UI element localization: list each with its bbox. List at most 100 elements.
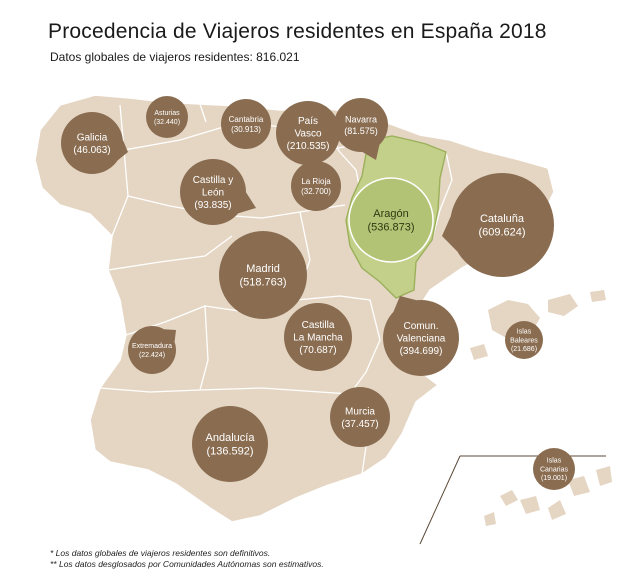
bubble-name-castilla-leon: León (202, 188, 224, 199)
bubble-la-rioja: La Rioja (32.700) (291, 161, 341, 211)
bubble-pointer-navarra (362, 144, 380, 160)
bubble-name-extremadura: Extremadura (132, 343, 172, 350)
bubble-circle-cantabria (221, 99, 271, 149)
bubble-name-comunidad-valenciana: Valenciana (397, 334, 446, 345)
bubble-circle-la-rioja (291, 161, 341, 211)
bubble-navarra: Navarra (81.575) (334, 98, 388, 160)
bubble-circle-castilla-la-mancha (284, 303, 352, 371)
bubble-circle-andalucia (192, 406, 268, 482)
bubble-comunidad-valenciana: Comun. Valenciana (394.699) (383, 296, 459, 376)
bubble-label-madrid: Madrid (518.763) (239, 263, 286, 289)
bubble-castilla-la-mancha: Castilla La Mancha (70.687) (284, 303, 352, 371)
bubble-label-cataluna: Cataluña (609.624) (478, 213, 525, 239)
bubble-name-navarra: Navarra (345, 115, 377, 125)
bubble-extremadura: Extremadura (22.424) (128, 326, 176, 374)
bubble-name-castilla-la-mancha: La Mancha (293, 333, 343, 344)
bubble-value-galicia: (46.063) (73, 145, 110, 156)
bubble-label-navarra: Navarra (81.575) (344, 115, 378, 136)
bubble-label-cantabria: Cantabria (30.913) (229, 115, 264, 134)
bubble-label-andalucia: Andalucía (136.592) (206, 432, 256, 458)
region-bubbles: Galicia (46.063) Asturias (32.440) Cantabria… (61, 96, 575, 490)
bubble-label-islas-canarias: Islas Canarias (19.001) (540, 458, 569, 483)
bubble-circle-murcia (330, 387, 390, 447)
footnote-definitive: * Los datos globales de viajeros residen… (50, 548, 271, 558)
bubble-circle-islas-baleares (505, 321, 543, 359)
bubble-name-pais-vasco: País (298, 116, 318, 127)
bubble-islas-canarias: Islas Canarias (19.001) (533, 448, 575, 490)
bubble-circle-cataluna (450, 173, 554, 277)
bubble-label-galicia: Galicia (46.063) (73, 132, 110, 156)
bubble-andalucia: Andalucía (136.592) (192, 406, 268, 482)
bubble-asturias: Asturias (32.440) (146, 96, 188, 138)
bubble-label-asturias: Asturias (32.440) (154, 110, 180, 126)
bubble-value-pais-vasco: (210.535) (287, 141, 330, 152)
bubble-name-asturias: Asturias (154, 110, 180, 117)
bubble-name-andalucia: Andalucía (206, 432, 256, 444)
bubble-circle-galicia (61, 112, 123, 174)
bubble-name-islas-canarias: Islas (547, 458, 562, 465)
bubble-name-islas-canarias: Canarias (540, 466, 569, 473)
bubble-value-madrid: (518.763) (239, 277, 286, 289)
bubble-value-andalucia: (136.592) (206, 446, 253, 458)
bubble-circle-comunidad-valenciana (383, 300, 459, 376)
bubble-value-cantabria: (30.913) (231, 125, 261, 134)
canary-inset (419, 455, 612, 545)
footnote-estimative: ** Los datos desglosados por Comunidades… (50, 559, 324, 569)
bubble-value-asturias: (32.440) (154, 119, 180, 126)
bubble-label-comunidad-valenciana: Comun. Valenciana (394.699) (397, 321, 446, 357)
bubble-label-castilla-leon: Castilla y León (93.835) (193, 175, 234, 211)
bubble-name-castilla-leon: Castilla y (193, 175, 234, 186)
bubble-value-islas-canarias: (19.001) (541, 475, 567, 482)
bubble-value-aragon: (536.873) (367, 222, 414, 234)
bubble-circle-asturias (146, 96, 188, 138)
bubble-murcia: Murcia (37.457) (330, 387, 390, 447)
bubble-label-la-rioja: La Rioja (32.700) (301, 177, 331, 196)
bubble-value-la-rioja: (32.700) (301, 187, 331, 196)
bubble-value-murcia: (37.457) (341, 419, 378, 430)
bubble-value-castilla-leon: (93.835) (194, 200, 231, 211)
map-subtitle: Datos globales de viajeros residentes: 8… (50, 50, 300, 64)
bubble-name-islas-baleares: Islas (517, 329, 532, 336)
bubble-cataluna: Cataluña (609.624) (442, 173, 554, 277)
bubble-pais-vasco: País Vasco (210.535) (276, 101, 340, 165)
bubble-value-cataluna: (609.624) (478, 227, 525, 239)
bubble-label-murcia: Murcia (37.457) (341, 406, 378, 430)
bubble-name-la-rioja: La Rioja (301, 177, 331, 186)
bubble-name-cataluna: Cataluña (480, 213, 525, 225)
bubble-name-cantabria: Cantabria (229, 115, 264, 124)
bubble-label-aragon: Aragón (536.873) (367, 208, 414, 234)
bubble-circle-islas-canarias (533, 448, 575, 490)
footnotes: * Los datos globales de viajeros residen… (50, 548, 324, 570)
bubble-value-extremadura: (22.424) (139, 352, 165, 359)
bubble-value-islas-baleares: (21.686) (511, 346, 537, 353)
bubble-circle-castilla-leon (180, 159, 246, 225)
bubble-cantabria: Cantabria (30.913) (221, 99, 271, 149)
bubble-galicia: Galicia (46.063) (61, 112, 128, 174)
bubble-circle-pais-vasco (276, 101, 340, 165)
bubble-circle-navarra (334, 98, 388, 152)
bubble-value-navarra: (81.575) (344, 126, 378, 136)
bubble-name-murcia: Murcia (345, 406, 375, 417)
bubble-name-comunidad-valenciana: Comun. (403, 321, 438, 332)
bubble-madrid: Madrid (518.763) (219, 231, 307, 319)
bubble-aragon: Aragón (536.873) (348, 177, 434, 263)
bubble-pointer-castilla-leon (238, 192, 256, 214)
bubble-value-comunidad-valenciana: (394.699) (400, 346, 443, 357)
bubble-label-islas-baleares: Islas Baleares (21.686) (510, 329, 538, 354)
bubble-name-aragon: Aragón (373, 208, 408, 220)
bubble-label-pais-vasco: País Vasco (210.535) (287, 116, 330, 152)
bubble-name-pais-vasco: Vasco (294, 129, 321, 140)
bubble-label-castilla-la-mancha: Castilla La Mancha (70.687) (293, 320, 343, 356)
bubble-name-madrid: Madrid (246, 263, 280, 275)
bubble-circle-extremadura (128, 326, 176, 374)
bubble-label-extremadura: Extremadura (22.424) (132, 343, 172, 359)
bubble-name-islas-baleares: Baleares (510, 337, 538, 344)
bubble-castilla-leon: Castilla y León (93.835) (180, 159, 256, 225)
map-title: Procedencia de Viajeros residentes en Es… (48, 20, 547, 43)
bubble-name-galicia: Galicia (77, 132, 108, 143)
bubble-circle-madrid (219, 231, 307, 319)
bubble-islas-baleares: Islas Baleares (21.686) (505, 321, 543, 359)
bubble-value-castilla-la-mancha: (70.687) (299, 345, 336, 356)
bubble-name-castilla-la-mancha: Castilla (302, 320, 335, 331)
